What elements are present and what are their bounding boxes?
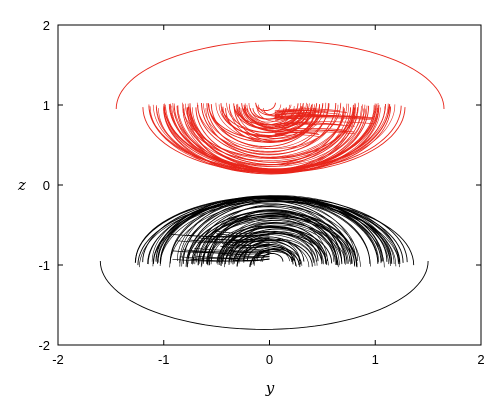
trajectory-band [274, 116, 374, 119]
trajectory-band [172, 258, 270, 262]
trajectory-loop [142, 107, 406, 174]
trajectory-band [274, 129, 355, 133]
trajectory-loop [199, 219, 342, 264]
trajectory-loop [182, 108, 367, 173]
trajectory-band [191, 250, 270, 254]
ticks-layer: -2 -1 0 1 2 -2 -1 0 1 2 [38, 18, 484, 367]
trajectory-loop [207, 225, 329, 266]
trajectory-band [221, 254, 270, 257]
trajectory-band [189, 239, 270, 243]
trajectory-loop [206, 103, 329, 153]
trajectory-band [235, 243, 270, 246]
trajectory-loop [243, 238, 314, 263]
trajectory-loop [179, 203, 356, 267]
trajectory-loop [177, 199, 358, 262]
trajectory-loop [250, 251, 297, 267]
trajectory-band [182, 249, 270, 253]
trajectory-band [274, 115, 374, 118]
trajectory-loop [219, 224, 337, 266]
trajectory-loop [172, 102, 379, 169]
trajectory-band [179, 256, 270, 260]
trajectory-band [194, 247, 270, 251]
trajectory-loop [225, 229, 327, 265]
x-tick-label: -2 [52, 352, 64, 367]
trajectory-loop [134, 196, 404, 263]
attractor-lobe-1 [99, 195, 429, 330]
trajectory-loop [207, 103, 324, 140]
series-layer [99, 40, 445, 330]
trajectory-loop [139, 201, 400, 268]
trajectory-band [197, 237, 270, 241]
trajectory-loop [206, 213, 338, 265]
trajectory-loop [226, 102, 307, 133]
trajectory-loop [194, 206, 343, 265]
trajectory-band [211, 252, 270, 255]
y-tick-label: -2 [38, 338, 50, 353]
trajectory-loop [228, 225, 323, 264]
trajectory-loop [217, 217, 336, 265]
trajectory-loop [244, 106, 308, 129]
trajectory-loop [189, 104, 366, 171]
x-tick-label: 2 [477, 352, 484, 367]
trajectory-band [274, 123, 355, 127]
y-tick-label: 0 [43, 178, 50, 193]
trajectory-loop [236, 106, 320, 139]
y-axis-label: z [17, 176, 26, 194]
x-axis-label: y [265, 379, 275, 397]
trajectory-loop [211, 215, 328, 262]
trajectory-band [220, 245, 270, 249]
trajectory-loop [205, 108, 345, 159]
y-tick-label: -1 [38, 258, 50, 273]
trajectory-loop [190, 108, 345, 159]
trajectory-band [274, 114, 352, 118]
trajectory-band [195, 255, 270, 259]
trajectory-loop [170, 103, 377, 170]
trajectory-band [274, 132, 320, 135]
y-tick-label: 2 [43, 18, 50, 33]
trajectory-band [274, 122, 340, 126]
trajectory-loop [255, 104, 282, 115]
y-tick-label: 1 [43, 98, 50, 113]
trajectory-loop [152, 198, 399, 265]
trajectory-loop [163, 108, 380, 175]
attractor-lobe-2 [115, 40, 445, 175]
trajectory-loop [218, 104, 315, 137]
trajectory-band [274, 112, 314, 116]
trajectory-loop [207, 221, 346, 265]
trajectory-band [274, 109, 320, 113]
trajectory-band [274, 108, 340, 112]
trajectory-band [274, 131, 356, 135]
trajectory-loop [182, 200, 353, 264]
trajectory-loop [236, 239, 313, 267]
x-tick-label: -1 [158, 352, 170, 367]
trajectory-loop [255, 102, 276, 112]
plot-frame [57, 24, 482, 346]
trajectory-loop [203, 103, 330, 150]
trajectory-loop [183, 104, 356, 171]
trajectory-band [274, 117, 372, 121]
trajectory-band [274, 113, 315, 117]
trajectory-band [177, 240, 270, 244]
x-tick-label: 0 [266, 352, 273, 367]
trajectory-band [274, 134, 321, 138]
trajectory-loop [137, 199, 415, 266]
trajectory-band [231, 245, 270, 248]
trajectory-band [217, 231, 270, 234]
trajectory-loop [170, 195, 383, 262]
trajectory-band [216, 233, 270, 236]
trajectory-loop [208, 103, 341, 149]
trajectory-band [274, 111, 312, 115]
trajectory-loop [230, 228, 326, 264]
trajectory-loop [163, 107, 381, 174]
x-tick-label: 1 [372, 352, 379, 367]
trajectory-loop [173, 105, 368, 172]
trajectory-band [274, 121, 375, 125]
trajectory-band [274, 128, 348, 131]
trajectory-outer-loop [99, 260, 429, 330]
trajectory-loop [220, 232, 318, 266]
trajectory-outer-loop [115, 40, 445, 110]
